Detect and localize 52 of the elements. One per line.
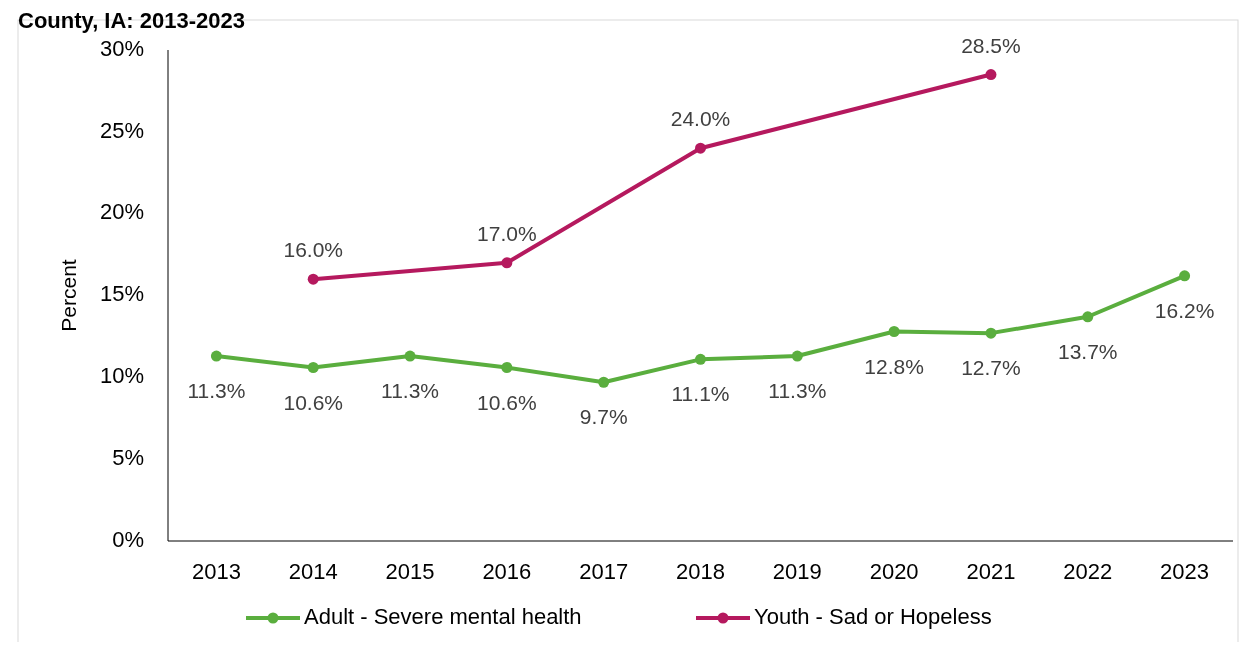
legend-label: Adult - Severe mental health (304, 603, 582, 629)
data-label: 11.3% (381, 379, 440, 403)
legend-label: Youth - Sad or Hopeless (754, 603, 992, 629)
y-axis-title: Percent (57, 259, 80, 332)
point (307, 273, 319, 285)
data-label: 11.3% (187, 379, 246, 403)
x-tick-label: 2017 (579, 558, 629, 584)
data-label: 12.7% (961, 356, 1021, 380)
chart-title: County, IA: 2013-2023 (18, 8, 246, 33)
point (985, 327, 997, 339)
point (1179, 270, 1191, 282)
y-tick-label: 0% (112, 526, 144, 552)
point (888, 326, 900, 338)
y-tick-label: 25% (99, 117, 144, 143)
y-tick-label: 10% (99, 363, 144, 389)
point (210, 350, 222, 362)
y-tick-label: 30% (99, 35, 144, 61)
data-label: 16.2% (1154, 298, 1215, 322)
x-tick-label: 2021 (966, 558, 1016, 584)
y-tick-label: 15% (99, 281, 144, 307)
x-tick-label: 2014 (288, 558, 338, 584)
x-tick-label: 2022 (1063, 558, 1113, 584)
point (404, 350, 416, 362)
point (695, 142, 706, 154)
point (695, 353, 706, 365)
y-tick-label: 20% (99, 199, 144, 225)
point (501, 257, 513, 269)
point (791, 350, 803, 362)
data-label: 13.7% (1058, 339, 1118, 363)
x-tick-label: 2019 (772, 558, 822, 584)
data-label: 28.5% (961, 33, 1021, 57)
data-label: 12.8% (864, 354, 924, 378)
y-tick-label: 5% (112, 444, 144, 470)
data-label: 10.6% (477, 390, 537, 414)
x-tick-label: 2018 (676, 558, 725, 584)
x-tick-label: 2020 (869, 558, 919, 584)
data-label: 11.3% (768, 379, 827, 403)
data-label: 10.6% (283, 390, 343, 414)
point (501, 362, 513, 374)
x-tick-label: 2016 (482, 558, 532, 584)
point (985, 69, 997, 81)
point (1082, 311, 1094, 323)
x-tick-label: 2023 (1160, 558, 1210, 584)
data-label: 24.0% (670, 107, 731, 131)
data-label: 9.7% (579, 405, 628, 429)
data-label: 16.0% (283, 238, 343, 262)
x-tick-label: 2013 (191, 558, 241, 584)
x-tick-label: 2015 (385, 558, 435, 584)
data-label: 11.1% (671, 382, 730, 406)
point (598, 376, 610, 388)
point (307, 362, 319, 374)
data-label: 17.0% (477, 221, 537, 245)
